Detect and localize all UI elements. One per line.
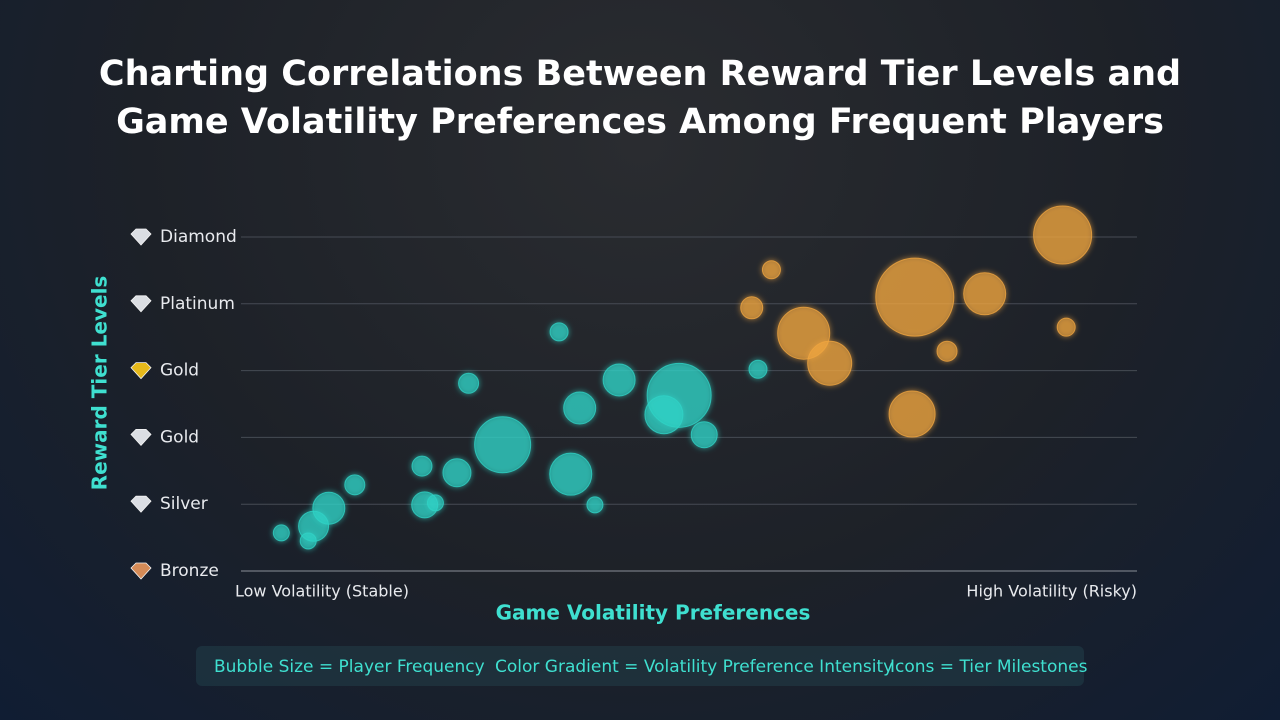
- bubble: [474, 416, 532, 474]
- bubble: [740, 296, 764, 320]
- bubble: [549, 452, 593, 496]
- bubble: [411, 455, 433, 477]
- chart-title: Charting Correlations Between Reward Tie…: [98, 54, 1182, 142]
- bubble: [1033, 205, 1093, 265]
- bubble: [312, 491, 346, 525]
- note: Bubble Size = Player Frequency: [214, 657, 485, 677]
- y-tick-label: Diamond: [160, 227, 237, 247]
- x-tick-label: Low Volatility (Stable): [235, 582, 409, 601]
- y-tick-label: Silver: [160, 494, 208, 514]
- bubble: [646, 362, 712, 428]
- tier-icon: [130, 562, 152, 580]
- bubble: [963, 272, 1007, 316]
- bubble: [458, 372, 480, 394]
- bubble: [272, 524, 290, 542]
- y-tick-label: Gold: [160, 361, 199, 381]
- x-axis-label: Game Volatility Preferences: [496, 601, 811, 625]
- tier-icon: [130, 429, 152, 446]
- bubble: [344, 474, 366, 496]
- bubble: [549, 322, 569, 342]
- bubble: [563, 391, 597, 425]
- y-tick-label: Gold: [160, 427, 199, 447]
- bubble: [888, 390, 936, 438]
- bubble: [748, 359, 768, 379]
- notes-box: [196, 646, 1084, 686]
- bubble: [586, 496, 604, 514]
- tier-icon: [130, 228, 152, 246]
- tier-icon: [130, 362, 152, 380]
- bubble: [807, 340, 853, 386]
- bubble: [426, 494, 444, 512]
- bubble: [936, 340, 958, 362]
- bubble: [875, 257, 955, 337]
- y-tick-label: Bronze: [160, 561, 219, 581]
- note: Color Gradient = Volatility Preference I…: [495, 657, 893, 677]
- bubble: [761, 260, 781, 280]
- tier-icon: [130, 495, 152, 513]
- y-axis-label: Reward Tier Levels: [88, 276, 112, 491]
- x-tick-label: High Volatility (Risky): [966, 582, 1137, 601]
- bubble: [1056, 317, 1076, 337]
- tier-icon: [130, 295, 152, 313]
- y-tick-label: Platinum: [160, 294, 235, 314]
- bubble: [442, 458, 472, 488]
- note: Icons = Tier Milestones: [890, 657, 1088, 677]
- bubble: [602, 363, 636, 397]
- bubble: [690, 421, 718, 449]
